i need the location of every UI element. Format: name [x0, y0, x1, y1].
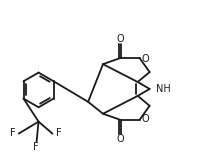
Text: F: F: [33, 143, 38, 153]
Text: F: F: [56, 128, 61, 138]
Text: O: O: [117, 34, 124, 44]
Text: O: O: [141, 54, 149, 64]
Text: F: F: [10, 128, 16, 138]
Text: O: O: [141, 114, 149, 124]
Text: O: O: [117, 134, 124, 144]
Text: NH: NH: [156, 84, 171, 94]
